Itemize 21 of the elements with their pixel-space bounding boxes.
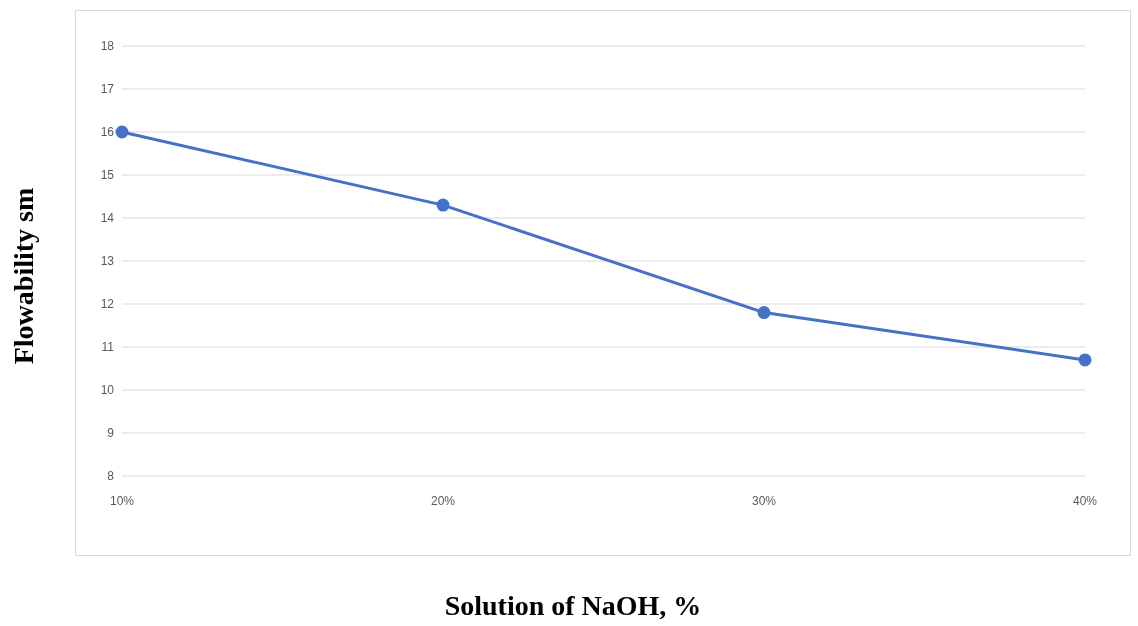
y-tick-label: 17: [100, 82, 115, 97]
x-tick-label: 40%: [1072, 493, 1098, 508]
y-tick-label: 11: [101, 340, 115, 355]
point: [436, 198, 450, 212]
y-axis-title: Flowability sm: [8, 187, 40, 365]
y-tick-label: 18: [100, 39, 115, 54]
x-tick-label: 30%: [751, 493, 777, 508]
x-tick-label: 10%: [109, 493, 135, 508]
y-tick-label: 12: [100, 297, 115, 312]
point: [757, 306, 771, 320]
point: [1078, 353, 1092, 367]
point: [115, 125, 129, 139]
y-tick-label: 13: [100, 254, 115, 269]
x-axis-title: Solution of NaOH, %: [444, 590, 702, 622]
y-tick-label: 15: [100, 168, 115, 183]
y-tick-label: 8: [107, 469, 115, 484]
y-tick-label: 16: [100, 125, 115, 140]
y-tick-label: 14: [100, 211, 115, 226]
y-tick-label: 10: [100, 383, 115, 398]
x-tick-label: 20%: [430, 493, 456, 508]
y-tick-label: 9: [107, 426, 115, 441]
